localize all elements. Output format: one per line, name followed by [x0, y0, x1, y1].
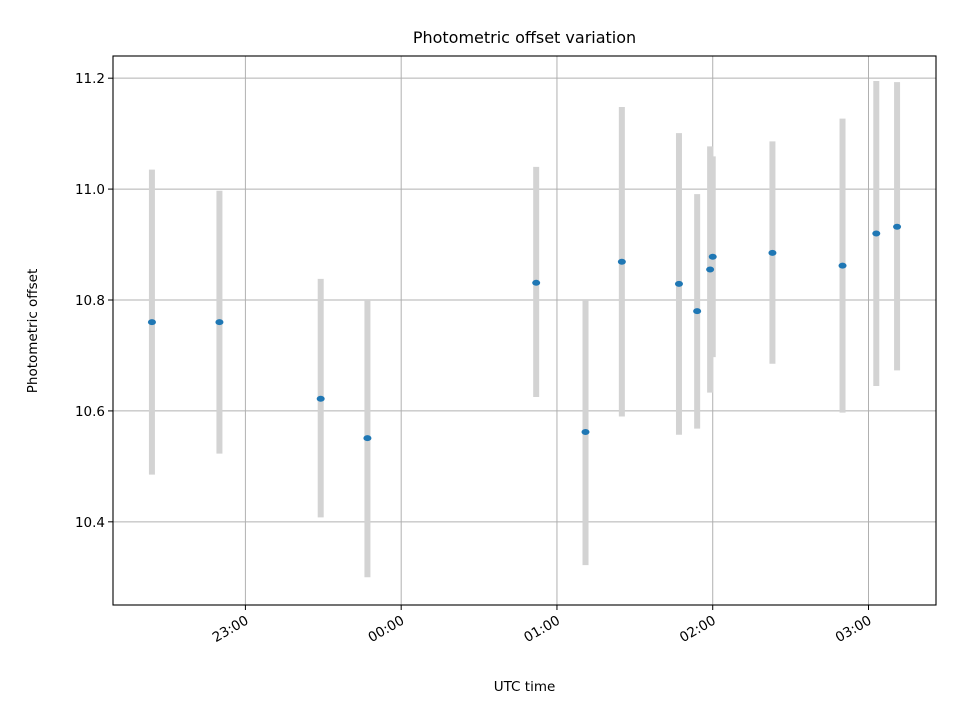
data-point: [363, 435, 372, 442]
x-tick-label: 23:00: [210, 613, 252, 646]
x-tick-label: 01:00: [521, 613, 563, 646]
x-axis-ticks: 23:00 00:00 01:00 02:00 03:00: [210, 605, 875, 646]
y-tick-label: 10.4: [75, 515, 105, 531]
plot-frame: [112, 55, 937, 606]
data-point: [872, 230, 881, 237]
chart-title: Photometric offset variation: [413, 28, 636, 47]
data-point: [532, 279, 541, 286]
y-tick-label: 10.6: [75, 404, 105, 420]
y-axis-ticks: 10.4 10.6 10.8 11.0 11.2: [75, 71, 113, 531]
x-tick-label: 03:00: [833, 613, 875, 646]
y-axis-label: Photometric offset: [25, 269, 41, 393]
data-point: [708, 253, 717, 260]
y-tick-label: 11.2: [75, 71, 105, 87]
data-points: [147, 223, 902, 442]
data-point: [768, 249, 777, 256]
data-point: [893, 223, 902, 230]
data-point: [674, 280, 683, 287]
data-point: [693, 308, 702, 315]
error-bars: [148, 80, 901, 578]
y-tick-label: 11.0: [75, 182, 105, 198]
x-axis-label: UTC time: [494, 679, 556, 695]
x-tick-label: 02:00: [677, 613, 719, 646]
data-point: [316, 395, 325, 402]
data-point: [706, 266, 715, 273]
grid-lines: [113, 56, 936, 605]
x-tick-label: 00:00: [365, 613, 407, 646]
data-point: [581, 428, 590, 435]
data-point: [147, 319, 156, 326]
y-tick-label: 10.8: [75, 293, 105, 309]
data-point: [215, 319, 224, 326]
data-point: [617, 258, 626, 265]
data-point: [838, 262, 847, 269]
